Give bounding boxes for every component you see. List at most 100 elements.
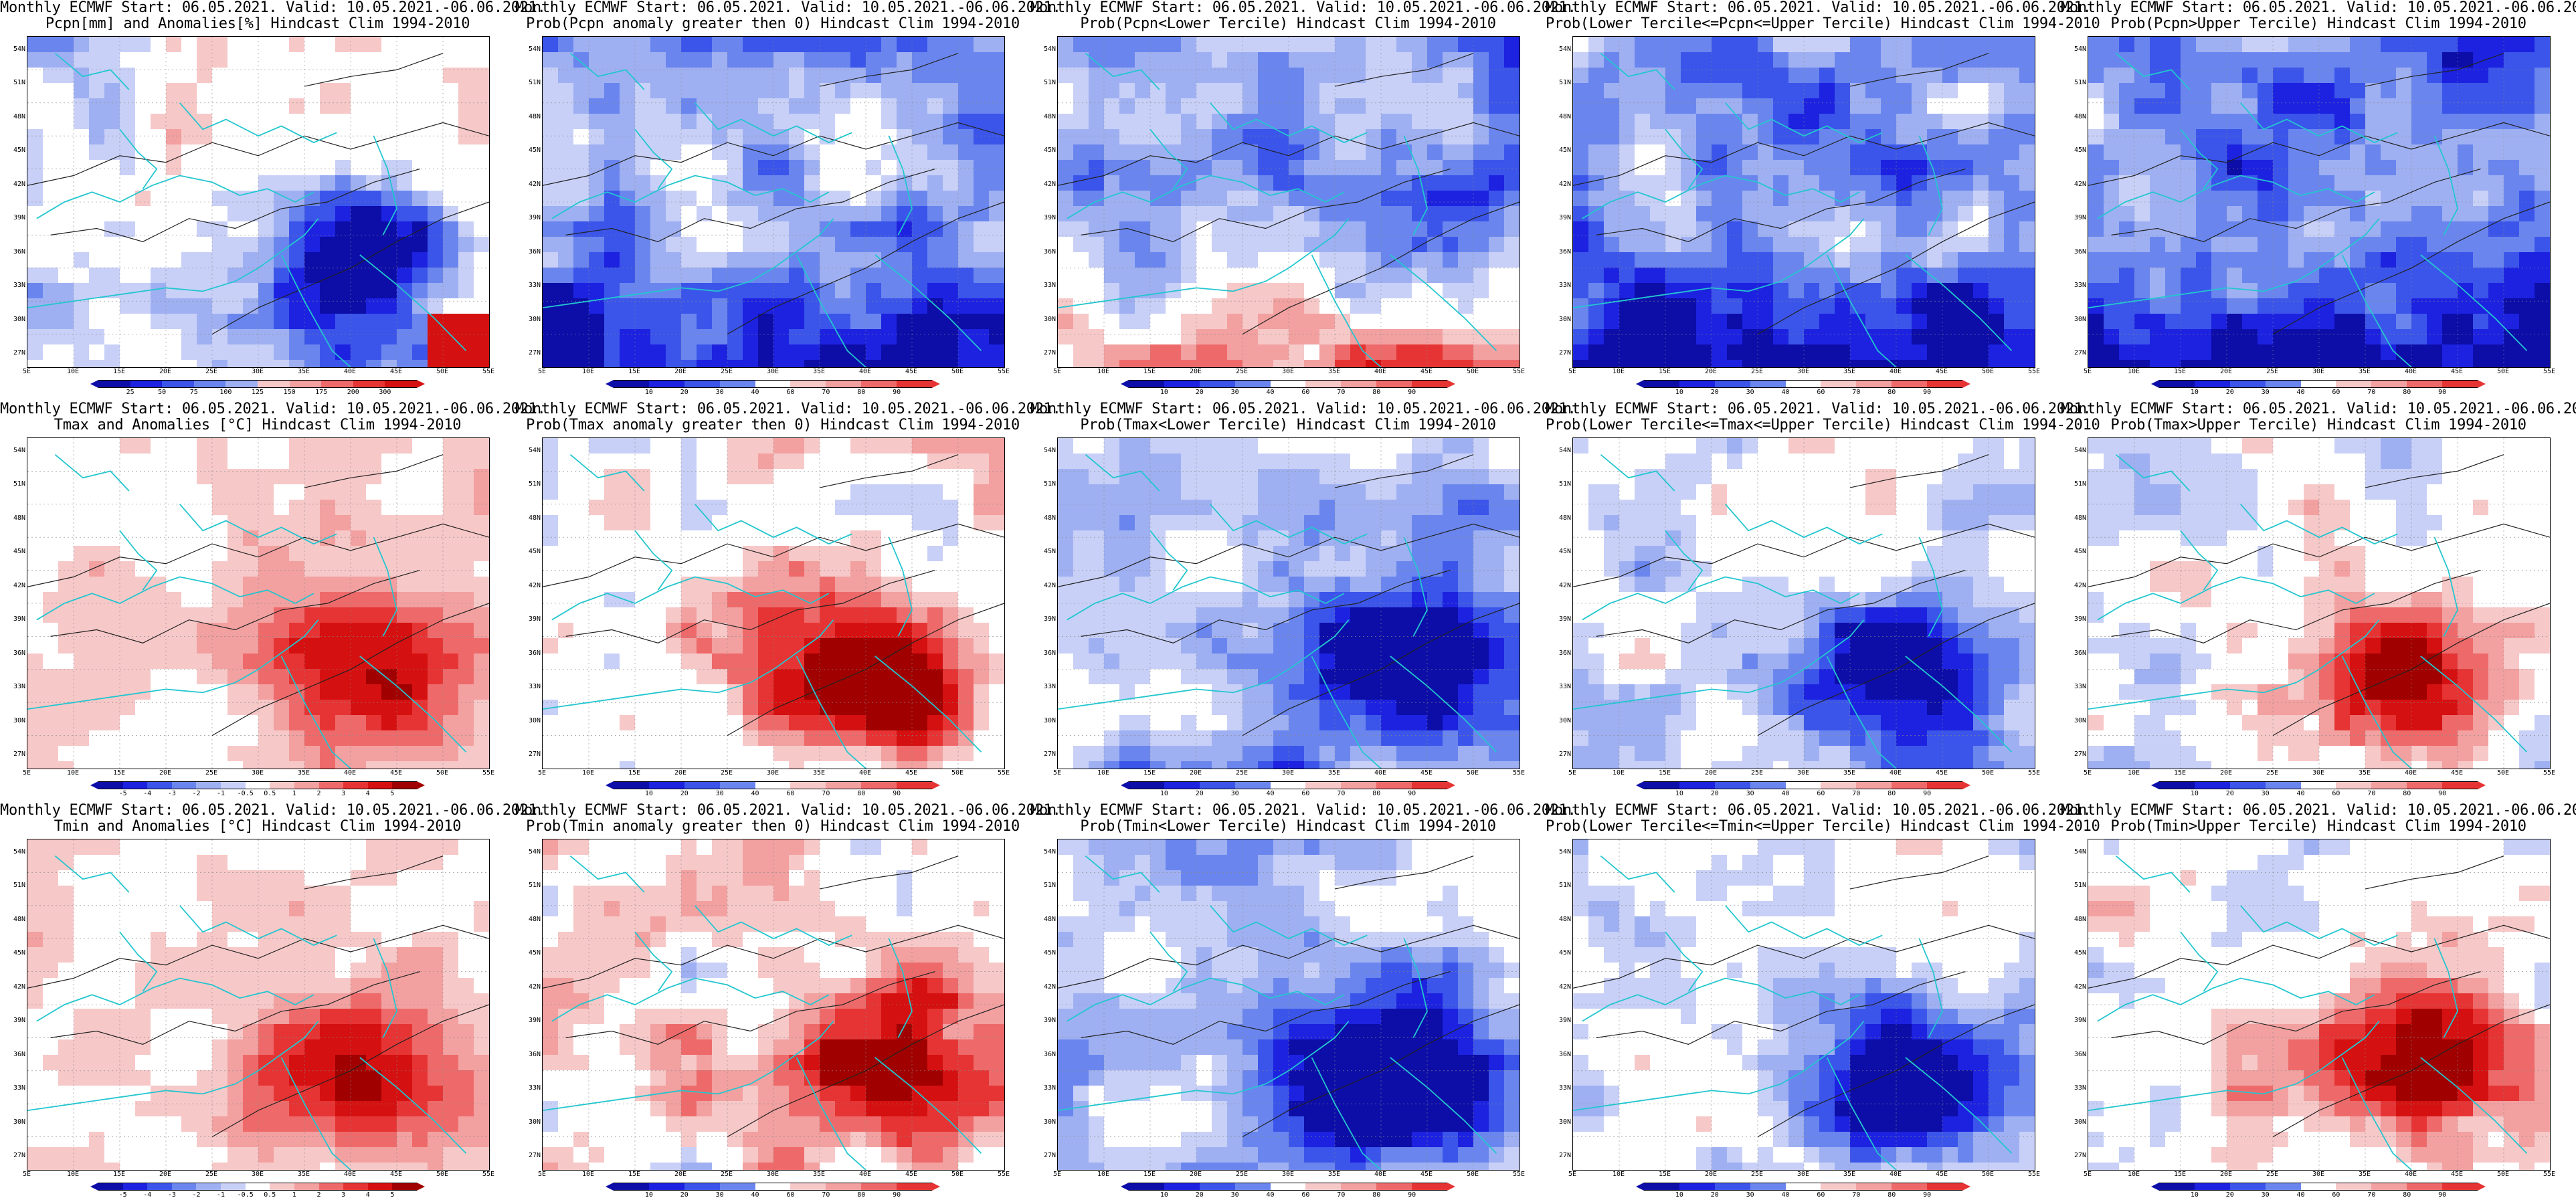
lat-label: 48N [1558,112,1571,120]
contour-line [1596,971,1966,1045]
lon-label: 30E [251,368,264,375]
lon-label: 45E [1420,1171,1433,1178]
coastline [543,1021,834,1111]
lon-label: 25E [205,368,218,375]
contour-line [819,53,959,87]
lon-label: 10E [581,769,595,777]
coastline [119,530,158,591]
lon-label: 5E [1052,769,1062,777]
lon-label: 45E [905,769,918,777]
coastline [888,135,913,235]
lat-label: 33N [528,282,541,290]
lat-label: 33N [2074,1084,2086,1092]
lon-label: 15E [112,1171,126,1178]
lon-label: 55E [997,1171,1010,1178]
lat-label: 45N [1558,548,1571,556]
lat-label: 45N [2074,949,2086,957]
color-bar-swatch [1199,380,1236,388]
coastline [888,938,913,1038]
color-bar-swatch [1270,380,1306,388]
contour-line [819,454,959,488]
lon-label: 5E [2083,769,2092,777]
color-bar-swatch [2442,781,2478,789]
color-bar-swatch [1750,1183,1786,1191]
coastline [875,656,982,752]
color-bar-swatch [1376,781,1412,789]
map-panel: Monthly ECMWF Start: 06.05.2021. Valid: … [0,803,546,1204]
coastline [2088,1021,2380,1111]
lat-label: 51N [528,480,541,488]
panel-title: Monthly ECMWF Start: 06.05.2021. Valid: … [1030,0,1576,16]
color-bar-swatch [861,781,897,789]
coastline [2180,128,2219,189]
color-bar-right-arrow [417,1183,425,1191]
lat-label: 45N [1043,548,1056,556]
color-bar-swatch [684,1183,721,1191]
contour-line [543,523,1004,587]
lon-label: 40E [1374,769,1387,777]
lat-label: 54N [2074,45,2086,53]
lat-label: 45N [2074,548,2086,556]
color-bar-label: 20 [1710,389,1719,396]
coastline [2240,504,2398,545]
color-bar-label: 20 [1195,389,1204,396]
color-bar-swatch [1927,1183,1963,1191]
color-bar-swatch [2194,781,2231,789]
coastline [1582,175,1860,219]
color-bar-label: 125 [251,389,264,396]
lat-label: 27N [528,750,541,758]
contour-line [2111,971,2481,1045]
map-panel: Monthly ECMWF Start: 06.05.2021. Valid: … [515,0,1061,401]
color-bar-swatch [2159,781,2195,789]
coastline [2420,254,2528,351]
contour-line [565,169,935,242]
coastline [1665,128,1704,189]
color-bar-swatch [684,781,721,789]
lon-label: 35E [812,368,826,375]
coastline [1918,135,1943,235]
lon-label: 40E [858,769,872,777]
contour-line [2272,201,2550,335]
color-bar-swatch [1234,1183,1271,1191]
coastline [1149,128,1188,189]
coastline [2433,938,2458,1038]
lon-label: 55E [2543,368,2556,375]
panel-title: Monthly ECMWF Start: 06.05.2021. Valid: … [515,0,1061,16]
lon-label: 20E [2219,368,2233,375]
contour-line [2272,603,2550,736]
color-bar-swatch [1341,1183,1377,1191]
color-bar-swatch [2265,380,2302,388]
coastline [2115,454,2191,492]
color-bar-label: 90 [893,389,901,396]
coastline [2433,135,2458,235]
lon-label: 15E [628,769,641,777]
lat-label: 27N [1558,1152,1571,1159]
color-bar-swatch [193,380,226,388]
color-bar-swatch [1305,380,1342,388]
color-bar-right-arrow [2478,781,2486,789]
map-panel: Monthly ECMWF Start: 06.05.2021. Valid: … [515,803,1061,1204]
color-bar [2151,1183,2486,1191]
coastline [36,977,314,1022]
coastline [54,53,130,90]
contour-line [1242,201,1520,335]
color-bar-label: -0.5 [237,790,254,797]
contour-line [2365,856,2504,890]
lon-label: 55E [2543,1171,2556,1178]
lat-label: 42N [1558,983,1571,991]
color-bar-label: 90 [1923,790,1932,797]
color-bar-label: 30 [1746,1191,1754,1199]
contour-line [1849,856,1989,890]
lon-label: 55E [997,368,1010,375]
lat-label: 30N [2074,716,2086,724]
color-bar-swatch [1892,781,1928,789]
color-bar-label: 80 [2403,389,2411,396]
lat-label: 33N [13,1084,25,1092]
lon-label: 35E [1843,368,1856,375]
color-bar-label: 80 [1888,1191,1896,1199]
color-bar-label: 70 [1337,389,1346,396]
lat-label: 48N [2074,915,2086,923]
map-panel: Monthly ECMWF Start: 06.05.2021. Valid: … [1030,401,1576,803]
lon-label: 30E [766,1171,779,1178]
lat-label: 30N [13,315,25,323]
